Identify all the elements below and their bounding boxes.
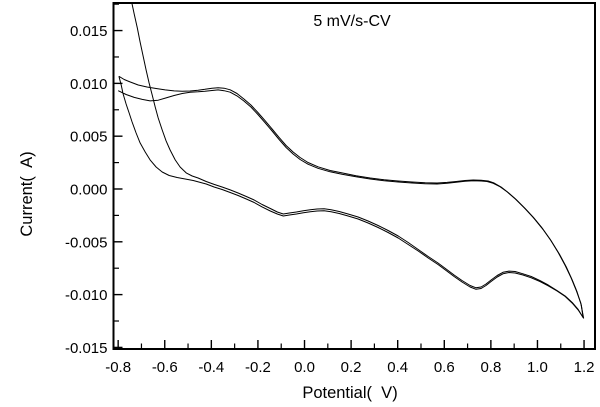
x-tick-label: -0.6 (152, 359, 178, 376)
y-axis-title: Current( A) (18, 151, 36, 236)
x-tick-label: -0.2 (245, 359, 271, 376)
y-tick-label: -0.010 (65, 287, 108, 304)
x-axis-title: Potential( V) (302, 384, 397, 402)
y-tick-label: 0.005 (70, 129, 108, 146)
y-tick-label: -0.015 (65, 340, 108, 357)
x-tick-label: -0.4 (198, 359, 224, 376)
y-tick-label: 0.015 (70, 23, 108, 40)
x-tick-label: 0.6 (434, 359, 455, 376)
x-tick-label: 0.4 (387, 359, 408, 376)
plot-frame (112, 2, 596, 350)
cv-curve-cycle-1 (118, 3, 584, 318)
x-tick-label: 1.0 (527, 359, 548, 376)
y-tick-label: 0.000 (70, 181, 108, 198)
x-tick-label: 1.2 (574, 359, 595, 376)
x-tick-label: 0.8 (480, 359, 501, 376)
cv-curves (117, 3, 585, 319)
y-tick-label: 0.010 (70, 76, 108, 93)
y-axis-ticks: 0.015 0.010 0.005 0.000 -0.005 -0.010 -0.015 (65, 3, 123, 357)
cv-curve-cycle-2 (117, 76, 585, 319)
y-tick-label: -0.005 (65, 234, 108, 251)
x-axis-ticks: -0.8 -0.6 -0.4 -0.2 0.0 0.2 0.4 0.6 0.8 1.0 1.2 (105, 340, 594, 376)
x-tick-label: 0.0 (294, 359, 315, 376)
x-tick-label: -0.8 (105, 359, 131, 376)
x-tick-label: 0.2 (341, 359, 362, 376)
scan-rate-annotation: 5 mV/s-CV (313, 13, 391, 30)
